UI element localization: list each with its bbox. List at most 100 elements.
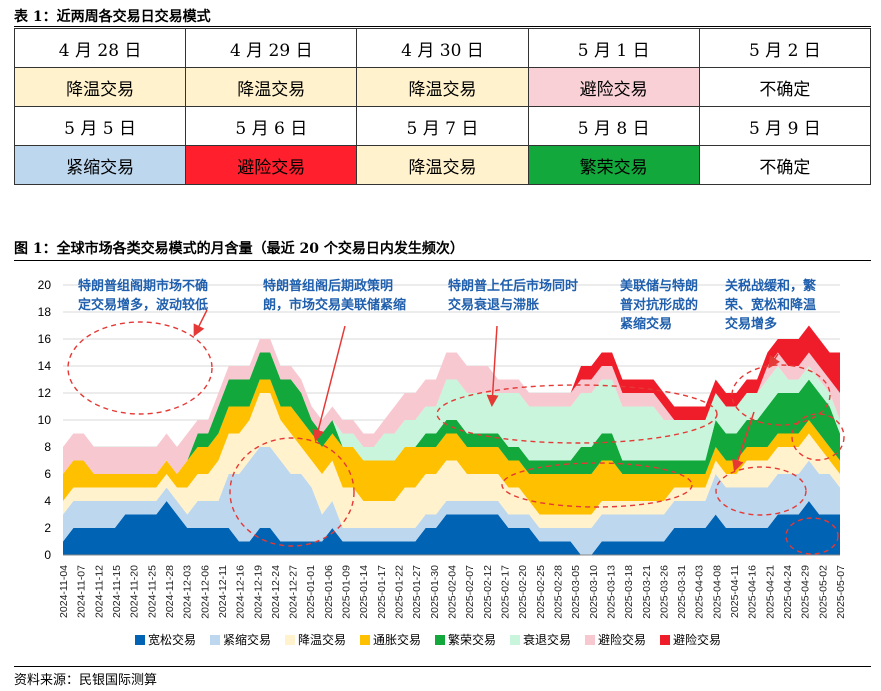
table-cell: 5 月 2 日 xyxy=(698,28,872,68)
x-tick-label: 2025-01-01 xyxy=(305,565,317,619)
x-tick-label: 2025-03-13 xyxy=(605,565,617,619)
legend-swatch xyxy=(285,635,295,645)
x-tick-label: 2025-02-28 xyxy=(552,565,564,619)
figure-bottom-rule xyxy=(14,666,871,667)
table-cell: 5 月 5 日 xyxy=(13,106,187,146)
x-tick-label: 2024-11-07 xyxy=(76,565,88,618)
x-tick-label: 2025-01-27 xyxy=(411,565,423,619)
highlight-ellipse xyxy=(229,437,355,547)
x-tick-label: 2025-04-11 xyxy=(729,565,741,618)
y-tick-label: 6 xyxy=(44,467,51,481)
series-area xyxy=(63,379,840,515)
legend-label: 避险交易 xyxy=(673,632,721,647)
table-cell: 紧缩交易 xyxy=(13,145,187,185)
annotation-text: 美联储与特朗 xyxy=(620,278,698,294)
x-tick-label: 2024-11-12 xyxy=(93,565,105,618)
legend-label: 通胀交易 xyxy=(373,632,421,647)
x-tick-label: 2025-02-20 xyxy=(517,565,529,619)
table-cell: 降温交易 xyxy=(13,67,187,107)
x-tick-label: 2025-03-31 xyxy=(676,565,688,619)
table-cell: 4 月 30 日 xyxy=(356,28,529,68)
x-tick-label: 2025-02-25 xyxy=(535,565,547,619)
x-tick-label: 2025-04-03 xyxy=(694,565,706,619)
table-cell: 降温交易 xyxy=(356,145,529,185)
y-tick-label: 8 xyxy=(44,440,51,454)
legend-label: 避险交易 xyxy=(598,632,646,647)
x-tick-label: 2025-02-07 xyxy=(464,565,476,619)
x-tick-label: 2024-11-15 xyxy=(111,565,123,618)
table-top-rule xyxy=(14,26,871,27)
x-tick-label: 2025-03-26 xyxy=(658,565,670,619)
legend-label: 宽松交易 xyxy=(148,632,196,647)
y-tick-label: 12 xyxy=(38,386,52,400)
legend-swatch xyxy=(435,635,445,645)
table-cell: 4 月 29 日 xyxy=(185,28,358,68)
x-tick-label: 2025-01-14 xyxy=(358,565,370,619)
x-tick-label: 2025-01-30 xyxy=(429,565,441,619)
x-tick-label: 2025-03-21 xyxy=(641,565,653,619)
legend-label: 紧缩交易 xyxy=(223,632,271,647)
annotation-text: 关税战缓和，繁 xyxy=(725,278,817,294)
table-cell: 5 月 8 日 xyxy=(527,106,700,146)
source-note: 资料来源：民银国际测算 xyxy=(14,673,158,688)
table-cell: 5 月 6 日 xyxy=(185,106,358,146)
annotation-text: 定交易增多，波动较低 xyxy=(77,297,208,313)
table-cell: 5 月 9 日 xyxy=(698,106,872,146)
x-tick-label: 2025-02-04 xyxy=(447,565,459,619)
y-tick-label: 2 xyxy=(44,521,51,535)
table-cell: 5 月 1 日 xyxy=(527,28,700,68)
series-area xyxy=(63,339,840,474)
annotation-arrow xyxy=(312,325,346,442)
x-tick-label: 2024-12-03 xyxy=(182,565,194,619)
x-tick-label: 2025-04-16 xyxy=(747,565,759,619)
annotation-text: 朗，市场交易美联储紧缩 xyxy=(263,297,406,313)
x-tick-label: 2025-02-17 xyxy=(499,565,511,619)
table-row: 紧缩交易 避险交易 降温交易 繁荣交易 不确定 xyxy=(13,145,872,185)
table-cell: 5 月 7 日 xyxy=(356,106,529,146)
annotation-text: 特朗普组阁期市场不确 xyxy=(78,278,208,294)
x-tick-label: 2025-01-22 xyxy=(394,565,406,619)
y-tick-label: 10 xyxy=(38,413,52,427)
x-tick-label: 2024-11-04 xyxy=(58,565,70,618)
series-area xyxy=(63,352,840,474)
table-cell: 不确定 xyxy=(698,145,872,185)
y-tick-label: 0 xyxy=(44,548,51,562)
x-tick-label: 2025-03-05 xyxy=(570,565,582,619)
annotation-arrow xyxy=(768,353,780,369)
highlight-ellipse xyxy=(785,517,839,555)
table-title: 表 1：近两周各交易日交易模式 xyxy=(14,9,211,25)
x-tick-label: 2024-12-19 xyxy=(252,565,264,619)
x-tick-label: 2024-11-28 xyxy=(164,565,176,618)
x-tick-label: 2025-01-09 xyxy=(341,565,353,619)
highlight-ellipse xyxy=(791,413,845,461)
y-tick-label: 4 xyxy=(44,494,51,508)
x-tick-label: 2024-12-16 xyxy=(235,565,247,619)
table-row: 降温交易 降温交易 降温交易 避险交易 不确定 xyxy=(13,67,872,107)
x-tick-label: 2024-12-24 xyxy=(270,565,282,619)
x-tick-label: 2025-02-12 xyxy=(482,565,494,619)
legend-swatch xyxy=(135,635,145,645)
table-cell: 避险交易 xyxy=(527,67,700,107)
table-cell: 避险交易 xyxy=(185,145,358,185)
table-cell: 降温交易 xyxy=(185,67,358,107)
x-tick-label: 2024-11-25 xyxy=(146,565,158,618)
annotation-arrow xyxy=(193,309,208,337)
x-tick-label: 2025-04-29 xyxy=(800,565,812,619)
annotation-text: 紧缩交易 xyxy=(620,316,672,332)
x-tick-label: 2025-05-02 xyxy=(817,565,829,619)
x-tick-label: 2024-12-27 xyxy=(288,565,300,619)
x-tick-label: 2024-12-11 xyxy=(217,565,229,618)
x-tick-label: 2025-04-24 xyxy=(782,565,794,619)
annotation-text: 荣、宽松和降温 xyxy=(724,297,816,313)
x-tick-label: 2025-04-08 xyxy=(711,565,723,619)
annotation-arrow xyxy=(732,411,755,472)
x-tick-label: 2025-01-06 xyxy=(323,565,335,619)
y-tick-label: 20 xyxy=(38,278,52,292)
figure-top-rule xyxy=(14,260,871,261)
legend-swatch xyxy=(660,635,670,645)
annotation-text: 特朗普上任后市场同时 xyxy=(448,278,578,294)
annotation-text: 普对抗形成的 xyxy=(620,297,698,313)
x-tick-label: 2025-01-17 xyxy=(376,565,388,619)
